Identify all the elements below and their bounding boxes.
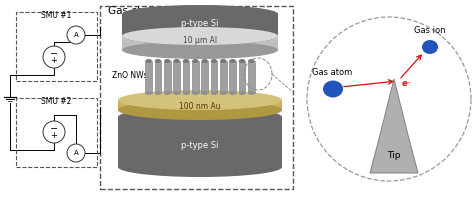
Text: +: + (51, 56, 57, 64)
Ellipse shape (155, 59, 161, 63)
Ellipse shape (211, 59, 217, 63)
Text: A: A (73, 150, 78, 156)
Text: 10 μm Al: 10 μm Al (183, 35, 217, 45)
Ellipse shape (239, 59, 245, 63)
Bar (173, 61, 180, 93)
Ellipse shape (323, 81, 343, 98)
Bar (239, 61, 245, 93)
Text: −: − (50, 49, 58, 59)
Text: e⁻: e⁻ (402, 78, 412, 87)
Ellipse shape (201, 59, 208, 63)
Bar (229, 61, 236, 93)
Text: Gas atom: Gas atom (312, 68, 352, 77)
Ellipse shape (164, 91, 171, 95)
Ellipse shape (248, 59, 255, 63)
Ellipse shape (201, 91, 208, 95)
Text: SMU #2: SMU #2 (41, 97, 71, 106)
Ellipse shape (118, 157, 282, 177)
Ellipse shape (229, 91, 236, 95)
Ellipse shape (122, 27, 278, 45)
Ellipse shape (118, 90, 282, 110)
Bar (220, 61, 227, 93)
Ellipse shape (146, 59, 152, 63)
Ellipse shape (122, 41, 278, 59)
PathPatch shape (118, 100, 282, 110)
Polygon shape (370, 79, 418, 173)
Ellipse shape (183, 91, 189, 95)
Text: 100 nm Au: 100 nm Au (179, 101, 221, 111)
PathPatch shape (118, 117, 282, 167)
Ellipse shape (118, 107, 282, 127)
Text: p-type Si: p-type Si (181, 140, 219, 150)
Ellipse shape (220, 91, 227, 95)
Bar (146, 61, 152, 93)
Text: Gas ion: Gas ion (414, 26, 446, 35)
Ellipse shape (422, 40, 438, 54)
Text: p-type Si: p-type Si (181, 19, 219, 28)
Ellipse shape (183, 59, 189, 63)
Ellipse shape (122, 5, 278, 23)
Bar (100, 6, 293, 189)
Ellipse shape (164, 59, 171, 63)
Ellipse shape (239, 91, 245, 95)
Bar (164, 61, 171, 93)
Text: +: + (51, 130, 57, 139)
Ellipse shape (220, 59, 227, 63)
Text: −: − (50, 124, 58, 134)
Bar (192, 61, 199, 93)
Circle shape (67, 26, 85, 44)
Ellipse shape (122, 27, 278, 45)
Bar (211, 61, 217, 93)
Text: Tip: Tip (387, 151, 401, 161)
Text: SMU #1: SMU #1 (41, 11, 71, 20)
Bar (183, 61, 189, 93)
PathPatch shape (122, 14, 278, 36)
PathPatch shape (122, 36, 278, 50)
Ellipse shape (192, 91, 199, 95)
Circle shape (67, 144, 85, 162)
Ellipse shape (118, 100, 282, 120)
Bar (201, 61, 208, 93)
Circle shape (43, 121, 65, 143)
Bar (155, 61, 161, 93)
Text: A: A (73, 32, 78, 38)
Ellipse shape (173, 59, 180, 63)
Bar (248, 61, 255, 93)
Ellipse shape (155, 91, 161, 95)
Circle shape (43, 46, 65, 68)
Ellipse shape (192, 59, 199, 63)
Text: Gas chamber: Gas chamber (108, 6, 177, 16)
Ellipse shape (229, 59, 236, 63)
Ellipse shape (248, 91, 255, 95)
Ellipse shape (211, 91, 217, 95)
Text: ZnO NWs: ZnO NWs (112, 71, 148, 80)
Ellipse shape (173, 91, 180, 95)
Ellipse shape (146, 91, 152, 95)
